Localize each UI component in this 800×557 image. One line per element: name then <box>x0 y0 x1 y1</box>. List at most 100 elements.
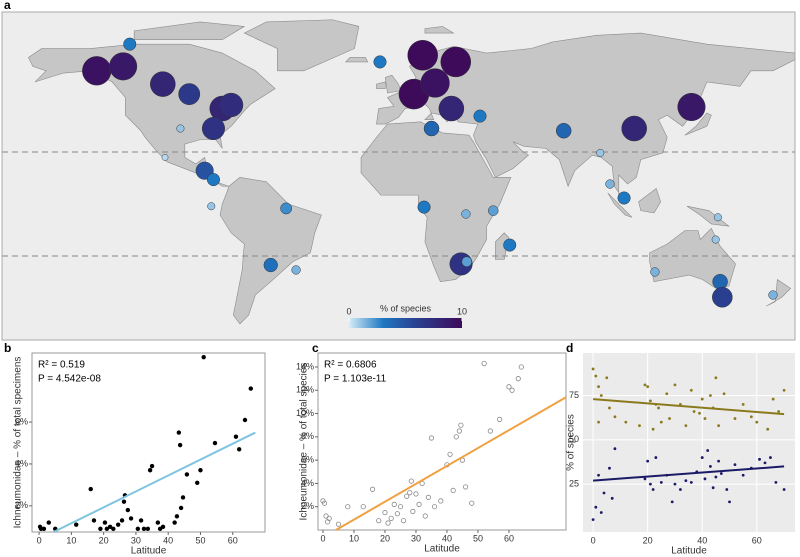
data-point <box>145 526 151 532</box>
x-tick-label: 60 <box>752 535 762 545</box>
data-point <box>104 526 110 532</box>
site-bubble <box>150 71 176 97</box>
data-point <box>107 524 113 529</box>
data-point <box>376 518 382 524</box>
data-point <box>725 488 729 491</box>
continent <box>649 227 736 289</box>
site-bubble <box>712 273 728 290</box>
y-tick-label: 25 <box>569 479 579 489</box>
site-bubble <box>440 46 472 78</box>
site-bubble <box>109 52 138 81</box>
data-point <box>741 402 745 406</box>
y-tick-label: 10% <box>296 408 314 418</box>
data-point <box>643 383 647 387</box>
data-point <box>98 526 103 532</box>
data-point <box>195 480 200 486</box>
site-bubble <box>438 95 465 122</box>
panel-label: d <box>566 341 573 355</box>
continent <box>495 232 509 260</box>
data-point <box>719 472 723 475</box>
data-point <box>160 524 166 529</box>
x-tick-label: 30 <box>131 535 141 545</box>
data-point <box>717 424 721 428</box>
data-point <box>201 354 206 360</box>
data-point <box>594 374 598 378</box>
site-bubble <box>123 37 137 51</box>
data-point <box>714 376 718 380</box>
data-point <box>749 415 753 419</box>
data-point <box>391 501 397 507</box>
continent <box>376 81 386 89</box>
data-point <box>404 493 410 499</box>
data-point <box>709 394 712 397</box>
data-point <box>155 520 161 525</box>
site-bubble <box>161 154 169 161</box>
data-point <box>428 435 435 441</box>
data-point <box>594 505 598 509</box>
colorbar-title: % of species <box>380 303 432 313</box>
site-bubble <box>206 173 220 187</box>
data-point <box>88 486 93 492</box>
data-point <box>438 498 444 504</box>
data-point <box>703 417 707 420</box>
data-point <box>385 520 391 526</box>
data-point <box>700 456 704 459</box>
data-point <box>689 480 693 484</box>
data-point <box>651 488 655 491</box>
site-bubble <box>650 267 660 277</box>
data-point <box>518 364 524 370</box>
site-bubble <box>677 92 706 121</box>
data-point <box>400 518 407 524</box>
plot-background <box>583 353 795 532</box>
site-bubble <box>263 257 278 273</box>
x-axis-label: Latitude <box>131 546 167 557</box>
x-tick-label: 30 <box>411 533 421 543</box>
data-point <box>597 385 600 389</box>
stat-annotation: P = 1.103e-11 <box>324 374 387 385</box>
data-point <box>119 518 125 523</box>
data-point <box>597 473 600 477</box>
data-point <box>178 505 184 511</box>
x-tick-label: 20 <box>380 533 390 543</box>
data-point <box>469 500 475 506</box>
data-point <box>416 501 422 507</box>
data-point <box>733 463 737 467</box>
data-point <box>369 486 376 492</box>
data-point <box>777 410 781 413</box>
site-bubble <box>417 200 431 214</box>
data-point <box>679 488 682 491</box>
data-point <box>613 415 617 419</box>
x-tick-label: 20 <box>643 535 653 545</box>
site-bubble <box>280 202 293 215</box>
data-point <box>382 509 388 516</box>
data-point <box>115 522 121 527</box>
x-tick-label: 0 <box>591 535 596 545</box>
x-tick-label: 40 <box>163 535 173 545</box>
y-tick-label: 50 <box>569 434 579 444</box>
data-point <box>394 511 400 517</box>
data-point <box>654 456 658 459</box>
y-tick-label: 8% <box>301 431 314 441</box>
data-point <box>706 449 710 452</box>
data-point <box>684 424 688 428</box>
site-bubble <box>617 191 631 205</box>
x-tick-label: 40 <box>442 533 452 543</box>
x-tick-label: 50 <box>195 535 205 545</box>
data-point <box>700 397 704 401</box>
continent <box>243 19 360 72</box>
data-point <box>506 384 512 390</box>
data-point <box>659 480 663 484</box>
continent <box>607 192 633 218</box>
data-point <box>172 520 177 525</box>
data-point <box>509 387 515 393</box>
data-point <box>450 487 456 494</box>
continent <box>424 26 455 34</box>
x-axis-label: Latitude <box>671 546 707 557</box>
continent <box>344 57 369 63</box>
data-point <box>102 520 108 525</box>
data-point <box>605 376 609 380</box>
y-tick-label: 75 <box>569 390 579 400</box>
site-bubble <box>711 235 720 244</box>
data-point <box>360 504 366 510</box>
colorbar <box>349 318 462 328</box>
